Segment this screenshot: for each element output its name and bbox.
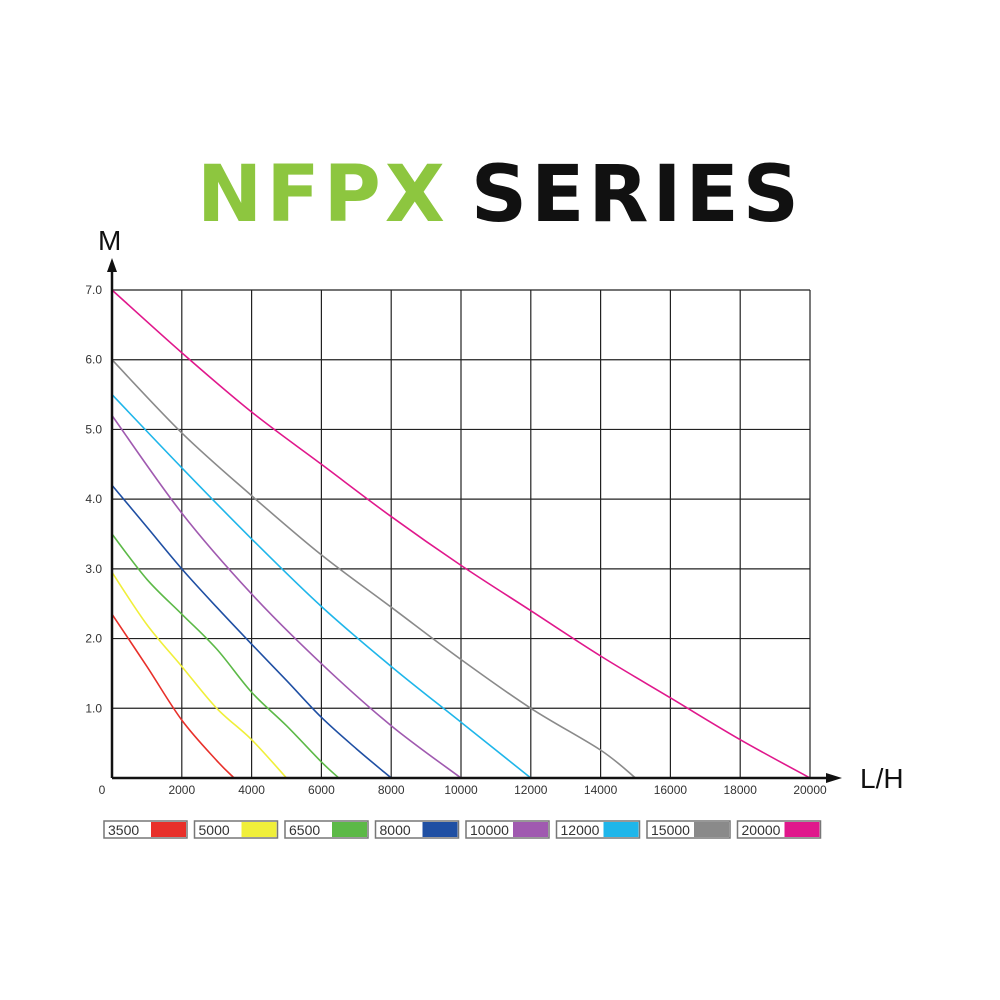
legend-swatch [694,822,729,837]
tick-labels: 0 2000 4000 6000 8000 10000 12000 14000 16000 180… [85,283,827,797]
legend-item-15000: 15000 [646,820,731,839]
x-tick-label: 14000 [584,783,618,797]
x-tick-label: 10000 [444,783,478,797]
x-tick-label: 8000 [378,783,405,797]
x-tick-label: 0 [99,783,106,797]
legend-label: 6500 [289,822,320,838]
y-axis-label: M [98,225,121,256]
y-tick-label: 5.0 [85,422,102,436]
y-tick-label: 2.0 [85,632,102,646]
y-tick-label: 4.0 [85,492,102,506]
legend-label: 3500 [108,822,139,838]
legend-swatch [513,822,548,837]
series-line-10000 [111,415,462,779]
legend-swatch [241,822,277,837]
series-line-5000 [111,571,288,779]
legend-swatch [603,822,639,837]
series-line-3500 [111,613,235,779]
series-lines [111,289,811,779]
legend-item-3500: 3500 [103,820,188,839]
legend-label: 12000 [561,822,600,838]
y-tick-label: 6.0 [85,353,102,367]
legend-swatch [422,822,458,837]
legend-item-8000: 8000 [374,820,460,839]
legend-item-20000: 20000 [736,820,822,839]
y-axis-arrow-icon [107,258,117,272]
legend-item-12000: 12000 [555,820,641,839]
x-tick-label: 4000 [238,783,265,797]
x-tick-label: 18000 [724,783,758,797]
series-line-15000 [111,359,636,779]
title-nfpx: NFPX [197,150,449,240]
x-axis-label: L/H [860,763,904,794]
legend-item-5000: 5000 [193,820,279,839]
series-line-20000 [111,289,811,779]
series-line-8000 [111,484,392,779]
legend-item-6500: 6500 [284,820,369,839]
x-axis-arrow-icon [826,773,842,783]
chart-title: NFPX SERIES [0,150,1000,240]
legend-label: 20000 [742,822,781,838]
legend-swatch [784,822,820,837]
legend-swatch [151,822,186,837]
legend: 3500 5000 6500 8000 10000 12000 15000 20000 [103,820,822,839]
x-tick-label: 20000 [793,783,827,797]
legend-item-10000: 10000 [465,820,550,839]
axes [107,258,842,783]
x-tick-label: 16000 [654,783,688,797]
x-tick-label: 2000 [168,783,195,797]
x-tick-label: 6000 [308,783,335,797]
legend-swatch [332,822,367,837]
y-tick-label: 1.0 [85,701,102,715]
y-tick-label: 3.0 [85,562,102,576]
x-tick-label: 12000 [514,783,548,797]
title-series: SERIES [470,150,803,240]
legend-label: 15000 [651,822,690,838]
y-tick-label: 7.0 [85,283,102,297]
legend-label: 5000 [199,822,230,838]
legend-label: 10000 [470,822,509,838]
series-line-12000 [111,394,532,779]
series-line-6500 [111,533,340,779]
grid [112,289,811,778]
legend-label: 8000 [380,822,411,838]
